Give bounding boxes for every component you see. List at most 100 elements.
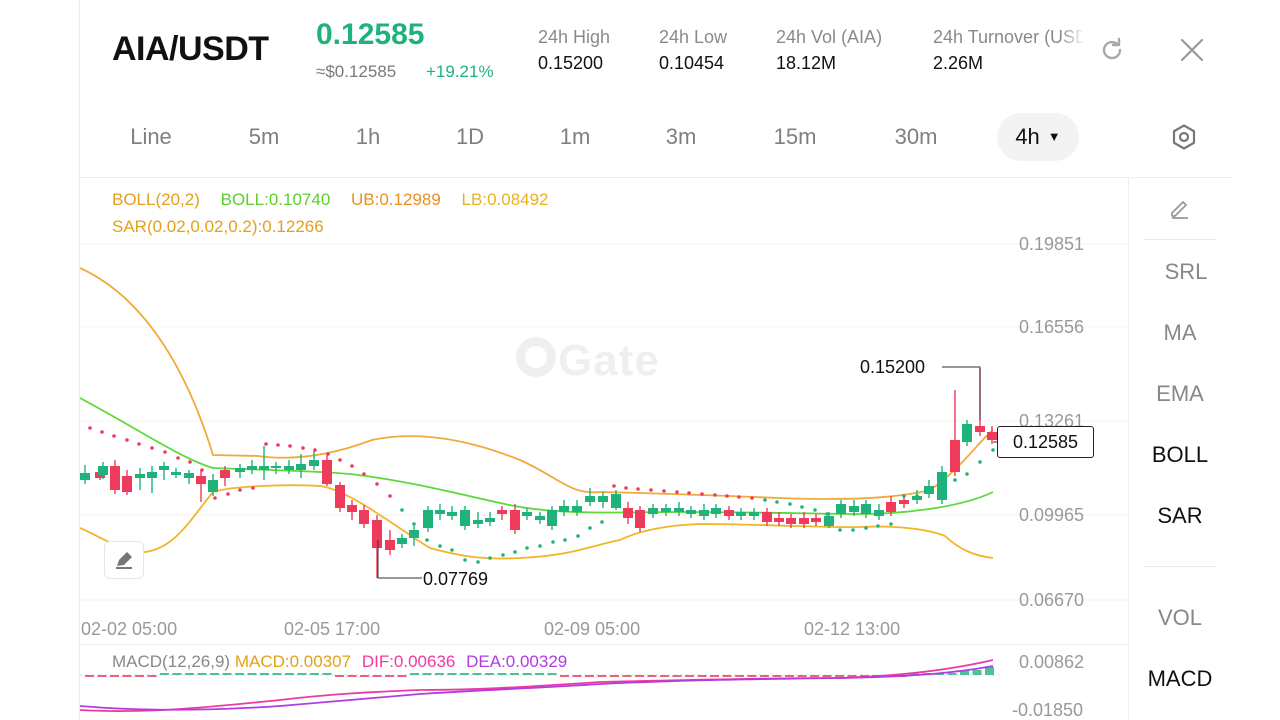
candle-up	[598, 496, 608, 502]
macd-bar-up	[197, 673, 207, 675]
sar-dot	[88, 426, 92, 430]
macd-bar-up	[172, 673, 182, 675]
dif-line	[80, 659, 994, 712]
candle-up	[836, 504, 846, 514]
sar-dot	[876, 524, 880, 528]
tool-ema[interactable]: EMA	[1156, 381, 1204, 406]
macd-bar-down	[760, 675, 769, 677]
stat-24h-vol: 24h Vol (AIA) 18.12M	[776, 27, 882, 74]
macd-bar-down	[97, 675, 107, 677]
candlestick-chart[interactable]	[80, 178, 1128, 644]
macd-bar-up	[435, 673, 444, 675]
watermark-logo-icon	[516, 337, 556, 377]
tab-1h[interactable]: 1h	[355, 124, 381, 149]
macd-bar-up	[535, 673, 544, 675]
sar-dot	[125, 438, 129, 442]
tab-30m[interactable]: 30m	[894, 124, 938, 149]
macd-bar-down	[560, 675, 569, 677]
sar-dot	[288, 444, 292, 448]
tab-1d[interactable]: 1D	[455, 124, 485, 149]
settings-icon[interactable]	[1168, 121, 1200, 153]
price-axis-label: 0.06670	[1019, 590, 1085, 610]
macd-bar-up	[322, 673, 332, 675]
boll-lower-band	[80, 484, 994, 560]
sar-dot	[991, 448, 995, 452]
panel-divider	[1144, 239, 1216, 240]
tab-line[interactable]: Line	[130, 124, 172, 149]
tab-4h[interactable]: 4h ▼	[997, 113, 1079, 161]
stat-value: 2.26M	[933, 53, 984, 73]
candle-up	[284, 466, 294, 470]
candle-up	[397, 538, 407, 544]
macd-bar-up	[210, 673, 219, 675]
macd-bar-down	[147, 675, 157, 677]
sar-dot	[600, 520, 604, 524]
sar-dot	[213, 496, 217, 500]
time-axis-label: 02-12 13:00	[804, 619, 901, 639]
macd-bar-up	[422, 673, 432, 675]
sar-dot	[851, 528, 855, 532]
edit-icon[interactable]	[1164, 192, 1196, 224]
pair-title: AIA/USDT	[112, 30, 269, 68]
sar-dot	[687, 491, 691, 495]
candle-down	[497, 510, 507, 514]
macd-bar-down	[810, 675, 819, 677]
macd-bar-up	[447, 673, 457, 675]
tool-macd[interactable]: MACD	[1147, 666, 1213, 691]
macd-bar-up	[460, 673, 469, 675]
stat-value: 0.15200	[538, 53, 604, 73]
sar-dot	[200, 468, 204, 472]
macd-bar-down	[110, 675, 119, 677]
candle-down	[220, 470, 230, 478]
candle-up	[271, 466, 281, 468]
tool-vol[interactable]: VOL	[1157, 605, 1203, 630]
macd-bar-down	[785, 675, 794, 677]
sar-dot	[713, 493, 717, 497]
macd-bar-down	[735, 675, 744, 677]
tab-5m[interactable]: 5m	[248, 124, 280, 149]
macd-chart[interactable]	[80, 645, 1128, 720]
tool-srl[interactable]: SRL	[1164, 259, 1208, 284]
candle-down	[122, 476, 132, 492]
candle-up	[409, 530, 419, 538]
close-icon[interactable]	[1176, 34, 1208, 66]
sar-dot	[700, 492, 704, 496]
sar-dot	[813, 508, 817, 512]
panel-divider	[1144, 566, 1216, 567]
stat-label: 24h Vol (AIA)	[776, 27, 883, 47]
macd-bar-down	[572, 675, 582, 677]
caret-down-icon: ▼	[1047, 129, 1061, 144]
boll-name: BOLL(20,2)	[112, 190, 200, 209]
candle-down	[110, 466, 120, 490]
last-price: 0.12585	[316, 18, 425, 51]
tab-3m[interactable]: 3m	[665, 124, 697, 149]
sar-dot	[463, 558, 467, 562]
tool-boll[interactable]: BOLL	[1151, 442, 1209, 467]
tool-sar[interactable]: SAR	[1157, 503, 1203, 528]
tab-1m[interactable]: 1m	[559, 124, 591, 149]
candle-up	[699, 510, 709, 516]
macd-bar-down	[85, 675, 94, 677]
sar-dot	[788, 502, 792, 506]
macd-bar-down	[585, 675, 594, 677]
label-fade	[1060, 26, 1086, 50]
sar-dot	[864, 526, 868, 530]
sar-dot	[238, 488, 242, 492]
fiat-price: ≈$0.12585	[316, 62, 397, 81]
macd-bar-up	[910, 673, 919, 675]
refresh-icon[interactable]	[1096, 34, 1128, 66]
watermark-text: Gate	[558, 336, 660, 385]
candle-up	[135, 474, 145, 478]
tool-ma[interactable]: MA	[1163, 320, 1197, 345]
macd-bar-down	[660, 675, 669, 677]
candle-down	[385, 540, 395, 550]
macd-bar-down	[122, 675, 132, 677]
macd-bar-up	[260, 673, 269, 675]
stat-24h-high: 24h High 0.15200	[538, 27, 610, 74]
drawing-toggle-button[interactable]	[104, 541, 144, 579]
low-marker-line	[377, 540, 422, 579]
stat-label: 24h Low	[659, 27, 728, 47]
tab-15m[interactable]: 15m	[773, 124, 817, 149]
sar-dot	[137, 442, 141, 446]
sar-dot	[188, 460, 192, 464]
